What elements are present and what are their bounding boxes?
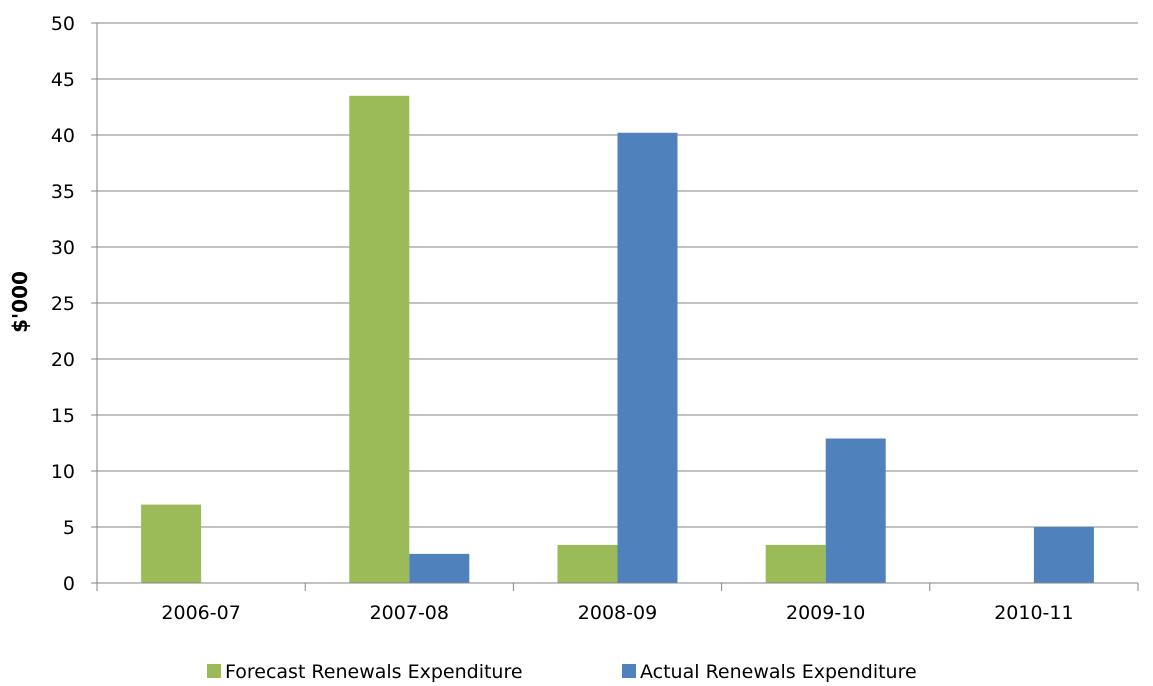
x-axis-tick-labels: 2006-07 2007-08 2008-09 2009-10 2010-11 [161,602,1073,624]
y-tick-label: 20 [51,349,75,371]
y-tick-label: 35 [51,181,75,203]
bars [141,95,1094,584]
bar-actual-2010-11 [1033,527,1094,583]
y-tick-label: 10 [51,461,75,483]
legend: Forecast Renewals Expenditure Actual Rene… [207,661,917,683]
y-tick-label: 50 [51,13,75,35]
y-tick-label: 5 [63,517,75,539]
bar-actual-2007-08 [409,553,470,583]
x-tick-label: 2008-09 [578,602,657,624]
x-tick-label: 2009-10 [786,602,865,624]
x-tick-label: 2006-07 [161,602,240,624]
gridlines [91,22,1138,584]
bar-actual-2009-10 [825,438,886,583]
x-tick-label: 2007-08 [370,602,449,624]
y-tick-label: 30 [51,237,75,259]
x-tick-label: 2010-11 [994,602,1073,624]
bar-forecast-2008-09 [557,544,618,583]
bar-forecast-2007-08 [349,95,410,584]
y-tick-label: 15 [51,405,75,427]
axes [96,23,1139,591]
bar-forecast-2006-07 [141,504,202,583]
bar-actual-2008-09 [617,132,678,583]
y-axis-tick-labels: 0 5 10 15 20 25 30 35 40 45 50 [51,13,75,595]
y-tick-label: 25 [51,293,75,315]
y-tick-label: 0 [63,573,75,595]
legend-swatch [207,664,221,678]
y-tick-label: 45 [51,69,75,91]
legend-swatch [622,664,636,678]
legend-label: Actual Renewals Expenditure [640,661,917,683]
y-axis-title: $'000 [8,271,32,333]
bar-forecast-2009-10 [765,544,826,583]
y-tick-label: 40 [51,125,75,147]
legend-label: Forecast Renewals Expenditure [225,661,523,683]
